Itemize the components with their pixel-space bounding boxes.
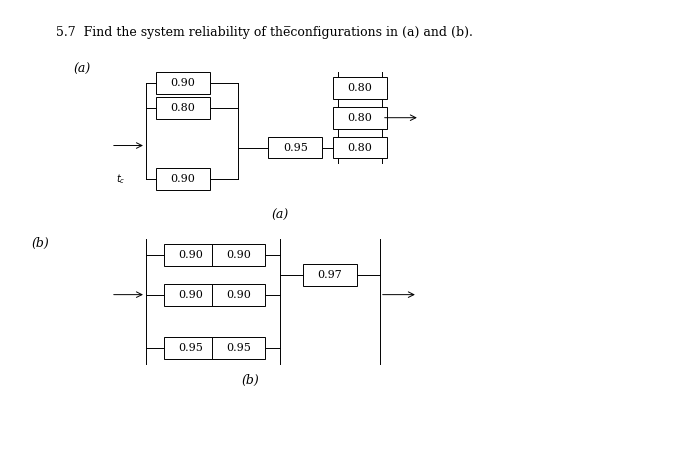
FancyBboxPatch shape xyxy=(333,136,387,158)
Text: (a): (a) xyxy=(272,209,289,222)
FancyBboxPatch shape xyxy=(211,337,265,359)
FancyBboxPatch shape xyxy=(211,244,265,266)
Text: 0.95: 0.95 xyxy=(178,343,203,354)
FancyBboxPatch shape xyxy=(156,72,209,94)
Text: 0.80: 0.80 xyxy=(347,83,372,93)
Text: (a): (a) xyxy=(73,63,90,76)
Text: (b): (b) xyxy=(241,374,259,387)
Text: 5.7  Find the system reliability of the̅configurations in (a) and (b).: 5.7 Find the system reliability of the̅c… xyxy=(56,26,473,39)
Text: (b): (b) xyxy=(32,237,49,250)
Text: 0.90: 0.90 xyxy=(226,250,251,260)
FancyBboxPatch shape xyxy=(333,77,387,99)
Text: 0.80: 0.80 xyxy=(347,142,372,153)
Text: 0.95: 0.95 xyxy=(226,343,251,354)
FancyBboxPatch shape xyxy=(164,337,218,359)
Text: 0.90: 0.90 xyxy=(178,290,203,300)
FancyBboxPatch shape xyxy=(211,283,265,305)
FancyBboxPatch shape xyxy=(303,264,357,286)
Text: 0.80: 0.80 xyxy=(170,103,195,113)
Text: $t_c$: $t_c$ xyxy=(116,172,125,186)
Text: 0.95: 0.95 xyxy=(283,142,308,153)
Text: 0.90: 0.90 xyxy=(170,174,195,184)
FancyBboxPatch shape xyxy=(156,169,209,190)
FancyBboxPatch shape xyxy=(268,136,322,158)
FancyBboxPatch shape xyxy=(156,97,209,119)
FancyBboxPatch shape xyxy=(333,107,387,128)
FancyBboxPatch shape xyxy=(164,283,218,305)
Text: 0.90: 0.90 xyxy=(170,78,195,88)
FancyBboxPatch shape xyxy=(164,244,218,266)
Text: 0.90: 0.90 xyxy=(226,290,251,300)
Text: 0.97: 0.97 xyxy=(318,270,342,280)
Text: 0.90: 0.90 xyxy=(178,250,203,260)
Text: 0.80: 0.80 xyxy=(347,113,372,123)
